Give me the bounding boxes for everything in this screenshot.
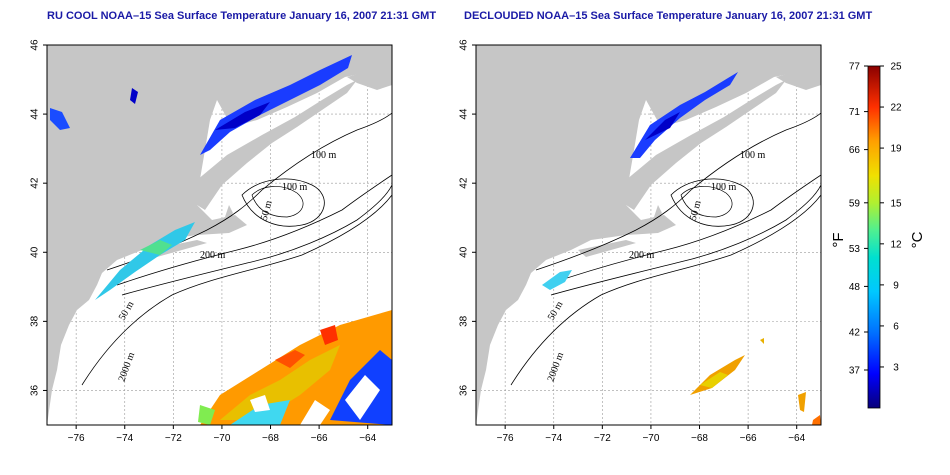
- lat-tick-label: 42: [459, 177, 470, 189]
- lon-tick-label: −76: [68, 433, 85, 444]
- colorbar-gradient: [867, 65, 881, 409]
- colorbar-c-tick-label: 25: [890, 62, 902, 73]
- lon-tick-label: −66: [311, 433, 328, 444]
- colorbar-f-tick-label: 66: [849, 145, 861, 156]
- colorbar-celsius-ticks: 25 22 19 15 12 9 6 3: [880, 62, 902, 373]
- colorbar-f-tick-label: 71: [849, 107, 861, 118]
- colorbar-f-tick-label: 48: [849, 282, 861, 293]
- colorbar-fahrenheit-ticks: 77 71 66 59 53 48 42 37: [849, 62, 868, 377]
- right-contour-label-100m-b: 100 m: [711, 182, 737, 193]
- lat-tick-label: 44: [30, 108, 41, 120]
- lon-tick-label: −70: [642, 433, 659, 444]
- fahrenheit-unit-label: °F: [830, 232, 847, 247]
- right-lon-ticks: −76 −74 −72 −70 −68 −66 −64: [497, 425, 806, 444]
- lat-tick-label: 44: [459, 108, 470, 120]
- left-lon-ticks: −76 −74 −72 −70 −68 −66 −64: [68, 425, 377, 444]
- lon-tick-label: −70: [213, 433, 230, 444]
- lon-tick-label: −66: [740, 433, 757, 444]
- colorbar-f-tick-label: 42: [849, 328, 861, 339]
- lat-tick-label: 36: [459, 384, 470, 396]
- lat-tick-label: 38: [459, 315, 470, 327]
- left-map-panel: 100 m 100 m 50 m 200 m 50 m 2000 m −76 −7…: [30, 39, 393, 444]
- colorbar-c-tick-label: 15: [890, 198, 902, 209]
- right-contour-label-100m-a: 100 m: [740, 150, 766, 161]
- right-map-frame: [475, 44, 822, 426]
- lat-tick-label: 36: [30, 384, 41, 396]
- colorbar-c-tick-label: 6: [893, 321, 899, 332]
- colorbar-c-tick-label: 9: [893, 280, 899, 291]
- left-contour-label-200m: 200 m: [200, 250, 226, 261]
- lon-tick-label: −64: [359, 433, 376, 444]
- colorbar-c-tick-label: 22: [890, 103, 902, 114]
- right-map-panel: 100 m 100 m 50 m 200 m 50 m 2000 m −76 −7…: [459, 39, 822, 444]
- colorbar-c-tick-label: 12: [890, 239, 902, 250]
- lat-tick-label: 46: [459, 39, 470, 51]
- lat-tick-label: 40: [459, 246, 470, 258]
- left-sst-patches: [50, 55, 392, 425]
- celsius-unit-label: °C: [909, 231, 926, 248]
- colorbar-c-tick-label: 3: [893, 362, 899, 373]
- right-contour-label-50m-a: 50 m: [688, 199, 704, 222]
- lon-tick-label: −64: [788, 433, 805, 444]
- lat-tick-label: 46: [30, 39, 41, 51]
- lon-tick-label: −72: [594, 433, 611, 444]
- left-map-frame: [46, 44, 393, 426]
- colorbar-c-tick-label: 19: [890, 144, 902, 155]
- right-contour-label-200m: 200 m: [629, 250, 655, 261]
- lat-tick-label: 40: [30, 246, 41, 258]
- lon-tick-label: −74: [545, 433, 562, 444]
- right-sst-patches: [542, 72, 821, 425]
- left-lat-ticks: 36 38 40 42 44 46: [30, 39, 47, 396]
- right-map-title: DECLOUDED NOAA–15 Sea Surface Temperatur…: [464, 10, 873, 22]
- colorbar-f-tick-label: 53: [849, 244, 861, 255]
- colorbar: 77 71 66 59 53 48 42 37 25 22 19 15 12 9 6 3 °F °C: [830, 62, 926, 409]
- left-contour-label-50m-a: 50 m: [259, 199, 275, 222]
- colorbar-f-tick-label: 77: [849, 62, 861, 73]
- lat-tick-label: 38: [30, 315, 41, 327]
- lon-tick-label: −76: [497, 433, 514, 444]
- lat-tick-label: 42: [30, 177, 41, 189]
- left-contour-label-100m-b: 100 m: [282, 182, 308, 193]
- lon-tick-label: −68: [262, 433, 279, 444]
- lon-tick-label: −74: [116, 433, 133, 444]
- colorbar-f-tick-label: 37: [849, 366, 861, 377]
- colorbar-f-tick-label: 59: [849, 198, 861, 209]
- lon-tick-label: −72: [165, 433, 182, 444]
- left-map-title: RU COOL NOAA–15 Sea Surface Temperature …: [47, 10, 437, 22]
- lon-tick-label: −68: [691, 433, 708, 444]
- left-contour-label-100m-a: 100 m: [311, 150, 337, 161]
- right-lat-ticks: 36 38 40 42 44 46: [459, 39, 476, 396]
